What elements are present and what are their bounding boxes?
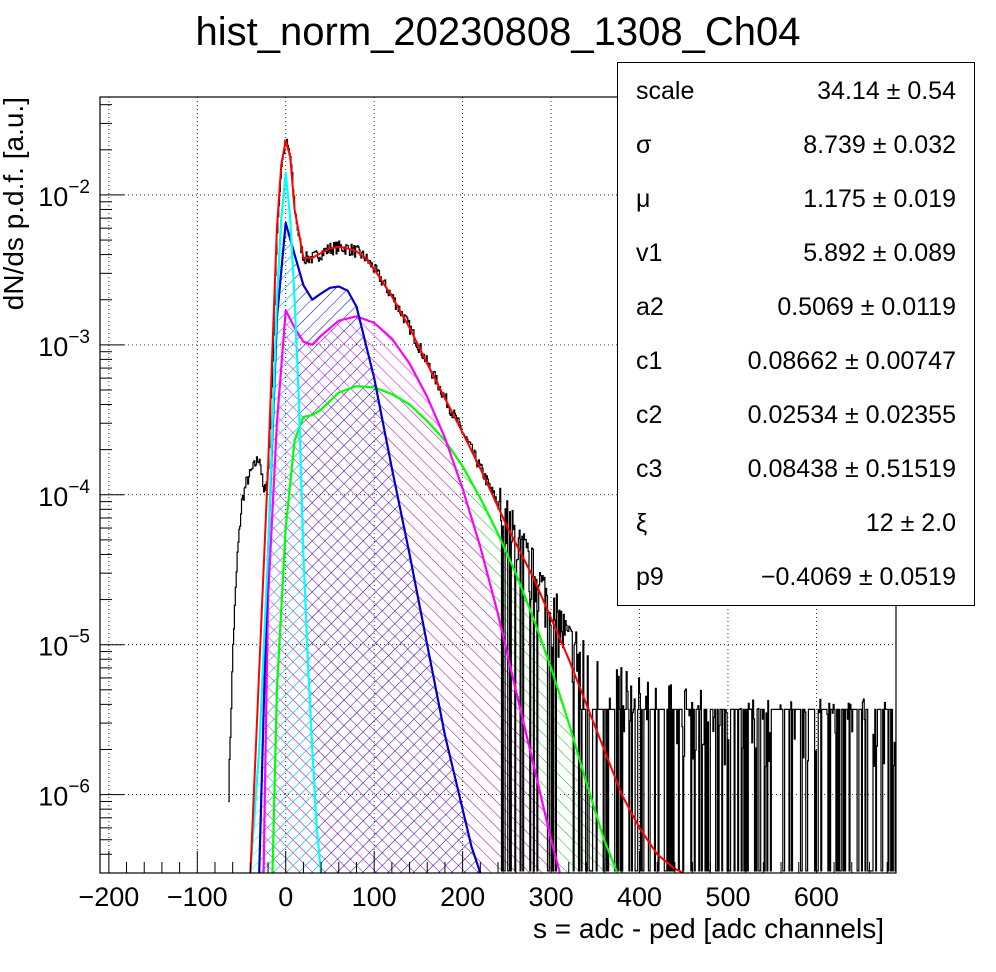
y-tick-label: 10−5 <box>38 627 90 662</box>
x-axis-label: s = adc - ped [adc channels] <box>533 913 884 944</box>
fit-curve <box>271 385 619 873</box>
stat-name: p9 <box>636 563 664 591</box>
axes: −200 −100 0 100 200 300 400 500 600 10−2 10−3 10−4 1… <box>38 104 888 912</box>
stat-row: c1 0.08662 ± 0.00747 <box>618 333 974 387</box>
x-tick-label: −100 <box>167 882 228 912</box>
histogram-bins <box>228 138 896 872</box>
stat-value: 5.892 ± 0.089 <box>803 239 956 267</box>
x-tick-label: 600 <box>794 882 839 912</box>
y-tick-label: 10−6 <box>38 777 90 812</box>
stat-value: −0.4069 ± 0.0519 <box>760 563 956 591</box>
stat-row: v1 5.892 ± 0.089 <box>618 225 974 279</box>
stat-row: σ 8.739 ± 0.032 <box>618 117 974 171</box>
stat-name: c2 <box>636 401 663 429</box>
fit-curves <box>249 139 685 873</box>
fit-curve <box>258 221 482 873</box>
stat-row: ξ 12 ± 2.0 <box>618 495 974 549</box>
y-axis-label: dN/ds p.d.f. [a.u.] <box>0 97 29 310</box>
stat-value: 0.08438 ± 0.51519 <box>747 455 956 483</box>
fit-curve <box>249 139 685 873</box>
x-tick-label: 500 <box>705 882 750 912</box>
y-tick-label: 10−4 <box>38 477 90 512</box>
stat-row: μ 1.175 ± 0.019 <box>618 171 974 225</box>
stat-row: scale 34.14 ± 0.54 <box>618 63 974 117</box>
stat-name: σ <box>636 131 652 159</box>
stat-value: 8.739 ± 0.032 <box>803 131 956 159</box>
x-tick-label: 300 <box>529 882 574 912</box>
stat-row: c2 0.02534 ± 0.02355 <box>618 387 974 441</box>
histogram-data <box>228 138 896 872</box>
component-fills <box>250 173 618 873</box>
stat-name: scale <box>636 77 695 105</box>
fit-curve <box>262 309 561 873</box>
x-tick-label: −200 <box>78 882 139 912</box>
stat-name: ξ <box>636 509 648 537</box>
stat-name: a2 <box>636 293 664 321</box>
x-tick-label: 0 <box>278 882 293 912</box>
stat-name: c1 <box>636 347 663 375</box>
stat-value: 34.14 ± 0.54 <box>817 77 956 105</box>
stat-row: p9 −0.4069 ± 0.0519 <box>618 549 974 603</box>
stat-value: 1.175 ± 0.019 <box>803 185 956 213</box>
x-tick-label: 100 <box>352 882 397 912</box>
stat-row: c3 0.08438 ± 0.51519 <box>618 441 974 495</box>
stat-value: 12 ± 2.0 <box>865 509 956 537</box>
stat-name: c3 <box>636 455 663 483</box>
x-tick-label: 400 <box>617 882 662 912</box>
stat-value: 0.08662 ± 0.00747 <box>747 347 956 375</box>
y-tick-label: 10−3 <box>38 327 90 362</box>
fit-curve <box>249 171 323 873</box>
stat-row: a2 0.5069 ± 0.0119 <box>618 279 974 333</box>
stat-name: v1 <box>636 239 663 267</box>
stat-value: 0.02534 ± 0.02355 <box>747 401 956 429</box>
component-fill <box>259 223 481 873</box>
stat-name: μ <box>636 185 651 213</box>
stat-value: 0.5069 ± 0.0119 <box>777 293 956 321</box>
y-tick-label: 10−2 <box>38 177 90 212</box>
x-tick-label: 200 <box>440 882 485 912</box>
chart-title: hist_norm_20230808_1308_Ch04 <box>195 10 801 54</box>
fit-parameters-box: scale 34.14 ± 0.54 σ 8.739 ± 0.032 μ 1.175 ± … <box>617 62 975 606</box>
